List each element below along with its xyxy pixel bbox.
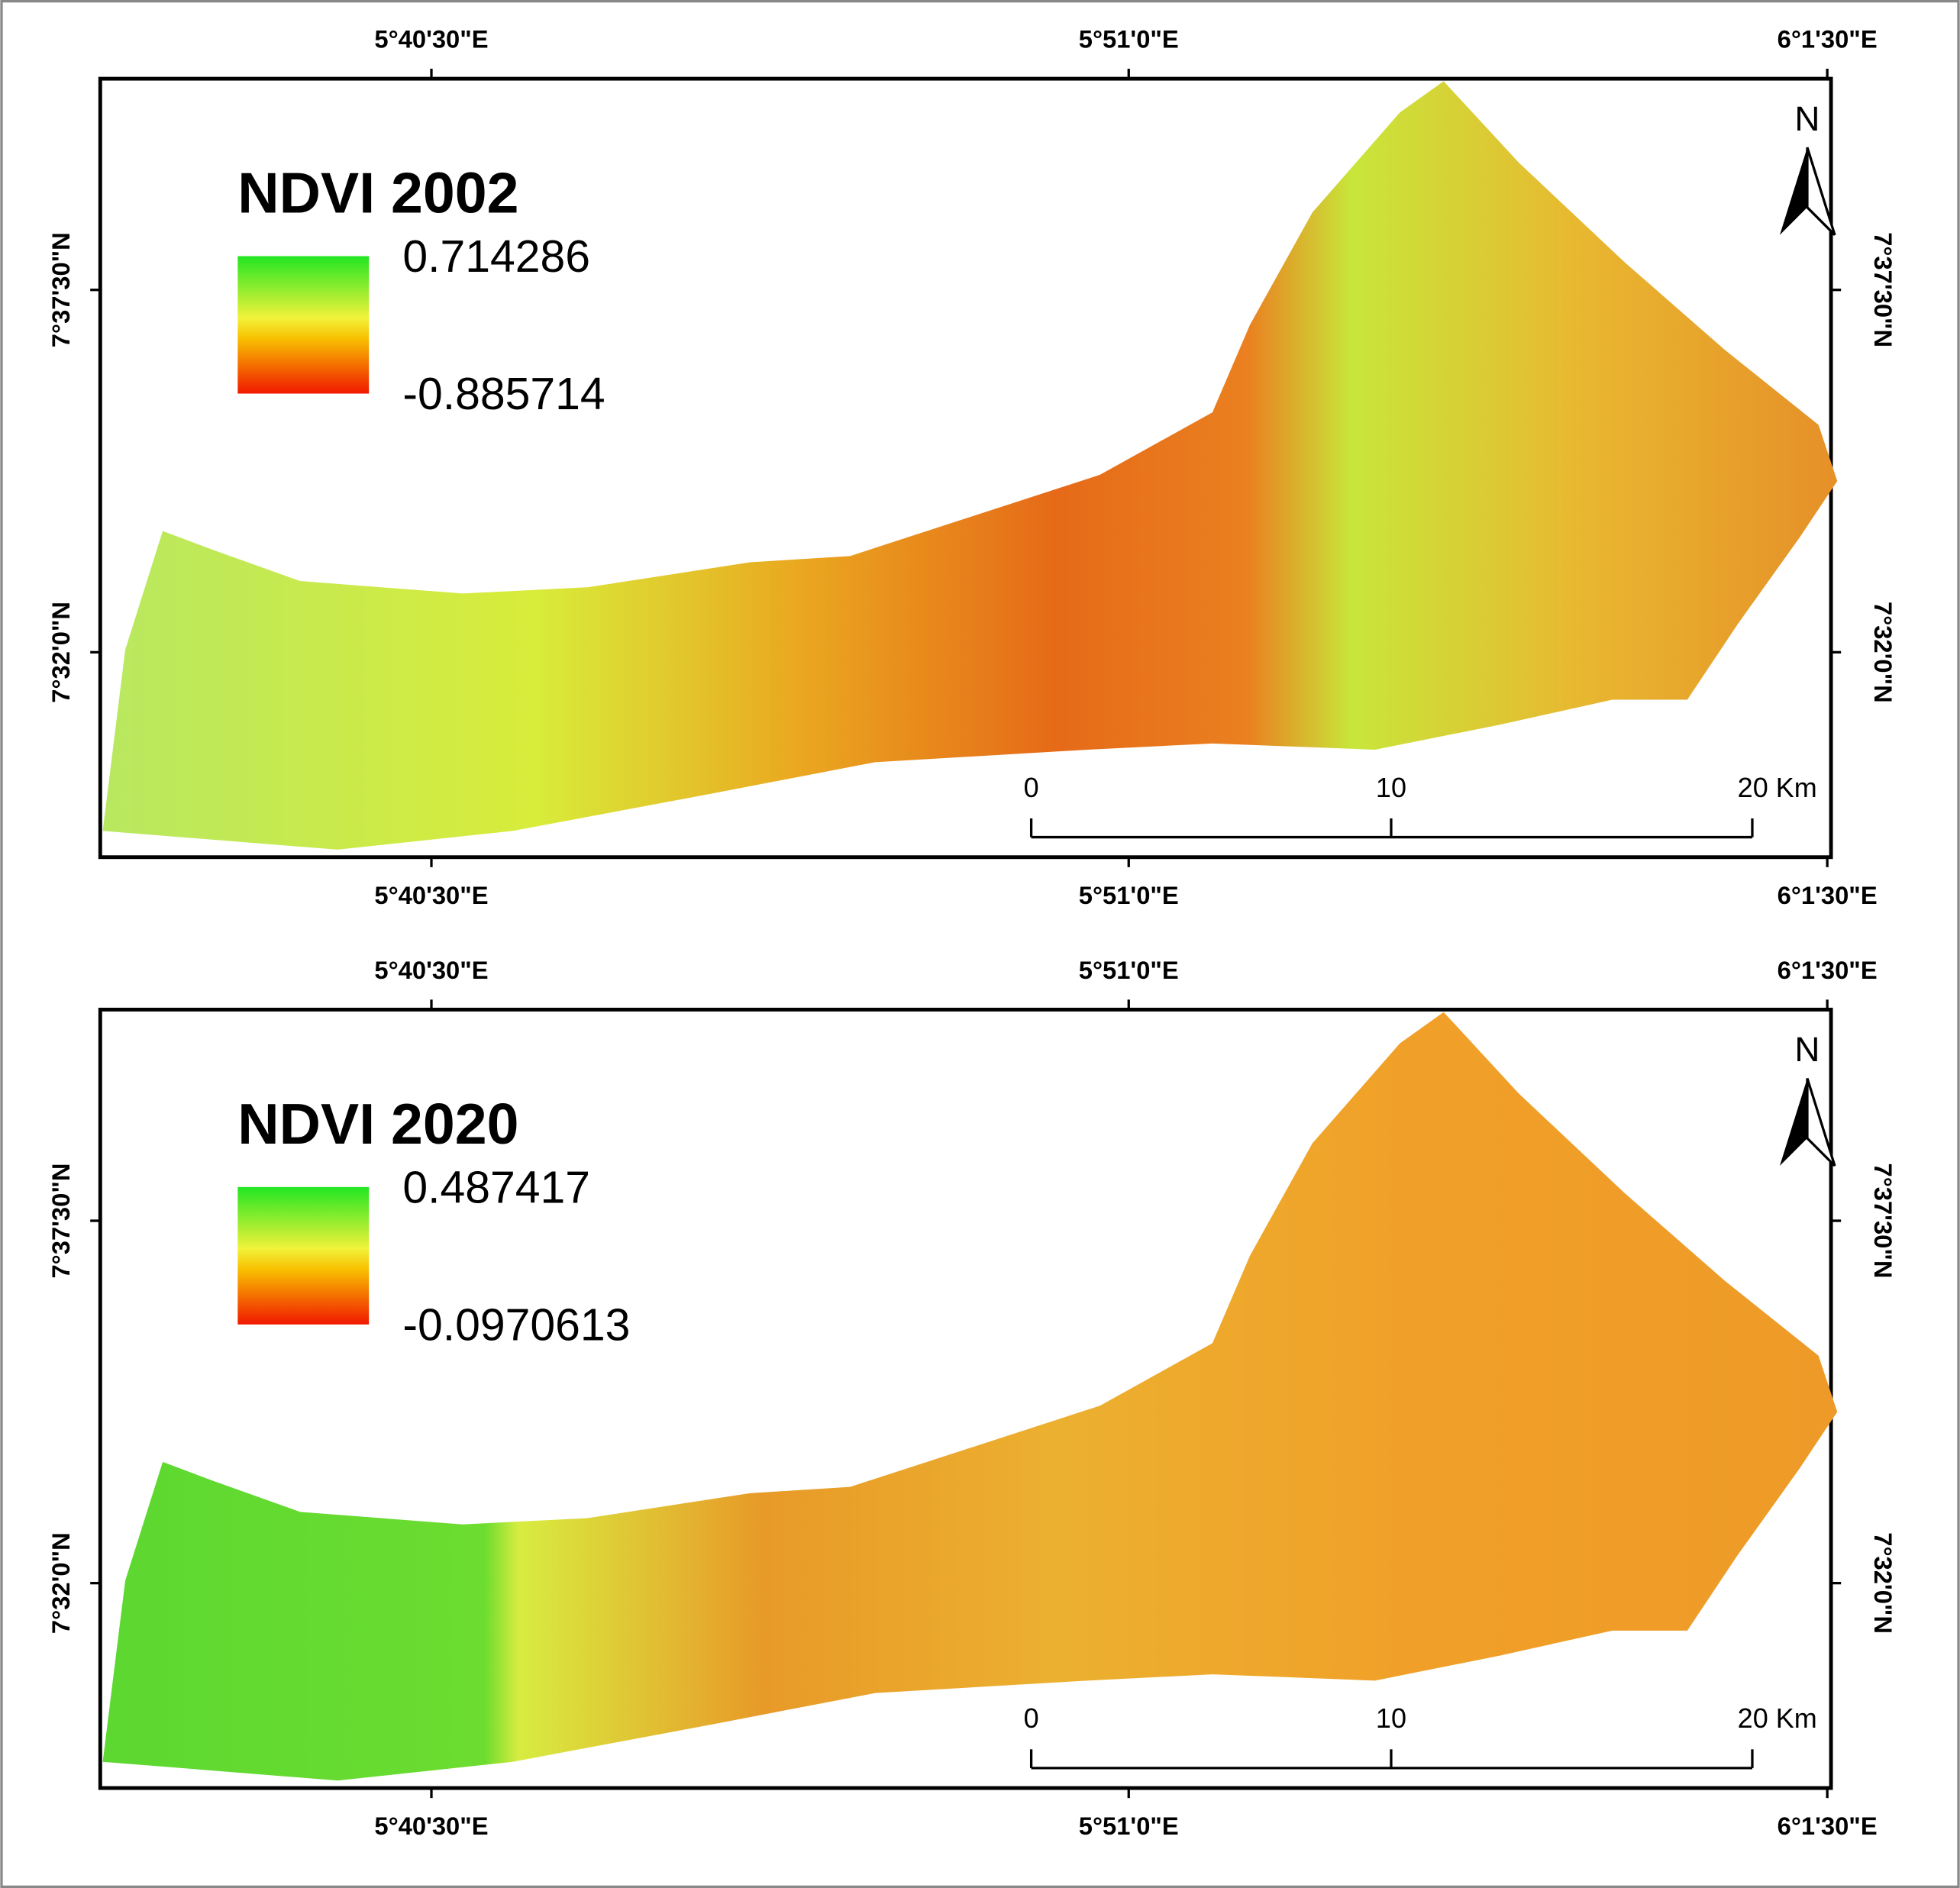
right-coord-label: 7°32'0"N — [1869, 1532, 1897, 1634]
ndvi-raster — [102, 81, 1838, 850]
scale-label: 20 Km — [1738, 1702, 1817, 1734]
bottom-coord-label: 6°1'30"E — [1778, 1812, 1878, 1840]
bottom-coord-label: 6°1'30"E — [1778, 881, 1878, 909]
top-coord-label: 5°40'30"E — [374, 25, 488, 53]
map-title: NDVI 2020 — [237, 1092, 518, 1156]
legend-ramp — [237, 1186, 370, 1325]
north-arrow-left — [1779, 147, 1807, 235]
scale-label: 0 — [1024, 1702, 1039, 1734]
map-title: NDVI 2002 — [237, 160, 518, 224]
left-coord-label: 7°37'30"N — [47, 1163, 75, 1279]
north-arrow-right — [1806, 1077, 1836, 1167]
bottom-coord-label: 5°40'30"E — [374, 881, 488, 909]
legend-low: -0.0970613 — [402, 1300, 630, 1350]
north-label: N — [1794, 1030, 1820, 1069]
scale-label: 10 — [1376, 1702, 1406, 1734]
right-coord-label: 7°37'30"N — [1869, 232, 1897, 347]
scale-label: 0 — [1024, 772, 1039, 803]
ndvi-raster — [102, 1012, 1838, 1781]
legend-low: -0.885714 — [402, 370, 605, 419]
scale-label: 20 Km — [1738, 772, 1817, 803]
legend-high: 0.714286 — [402, 232, 590, 282]
map-panel: 5°40'30"E 5°51'0"E 6°1'30"E 5°40'30"E 5°51'0… — [47, 956, 1897, 1840]
scale-label: 10 — [1376, 772, 1406, 803]
bottom-coord-label: 5°51'0"E — [1079, 881, 1179, 909]
bottom-coord-label: 5°51'0"E — [1079, 1812, 1179, 1840]
legend-high: 0.487417 — [402, 1163, 590, 1212]
north-arrow-left — [1779, 1078, 1807, 1167]
map-panel: 5°40'30"E 5°51'0"E 6°1'30"E 5°40'30"E 5°51'0… — [47, 25, 1897, 909]
top-coord-label: 5°40'30"E — [374, 956, 488, 984]
bottom-coord-label: 5°40'30"E — [374, 1812, 488, 1840]
top-coord-label: 5°51'0"E — [1079, 956, 1179, 984]
legend-ramp — [237, 256, 370, 394]
left-coord-label: 7°32'0"N — [47, 602, 75, 703]
left-coord-label: 7°37'30"N — [47, 232, 75, 347]
north-arrow-right — [1806, 147, 1836, 236]
top-coord-label: 6°1'30"E — [1778, 25, 1878, 53]
top-coord-label: 5°51'0"E — [1079, 25, 1179, 53]
right-coord-label: 7°37'30"N — [1869, 1163, 1897, 1279]
left-coord-label: 7°32'0"N — [47, 1532, 75, 1634]
north-label: N — [1794, 99, 1820, 138]
right-coord-label: 7°32'0"N — [1869, 602, 1897, 703]
top-coord-label: 6°1'30"E — [1778, 956, 1878, 984]
